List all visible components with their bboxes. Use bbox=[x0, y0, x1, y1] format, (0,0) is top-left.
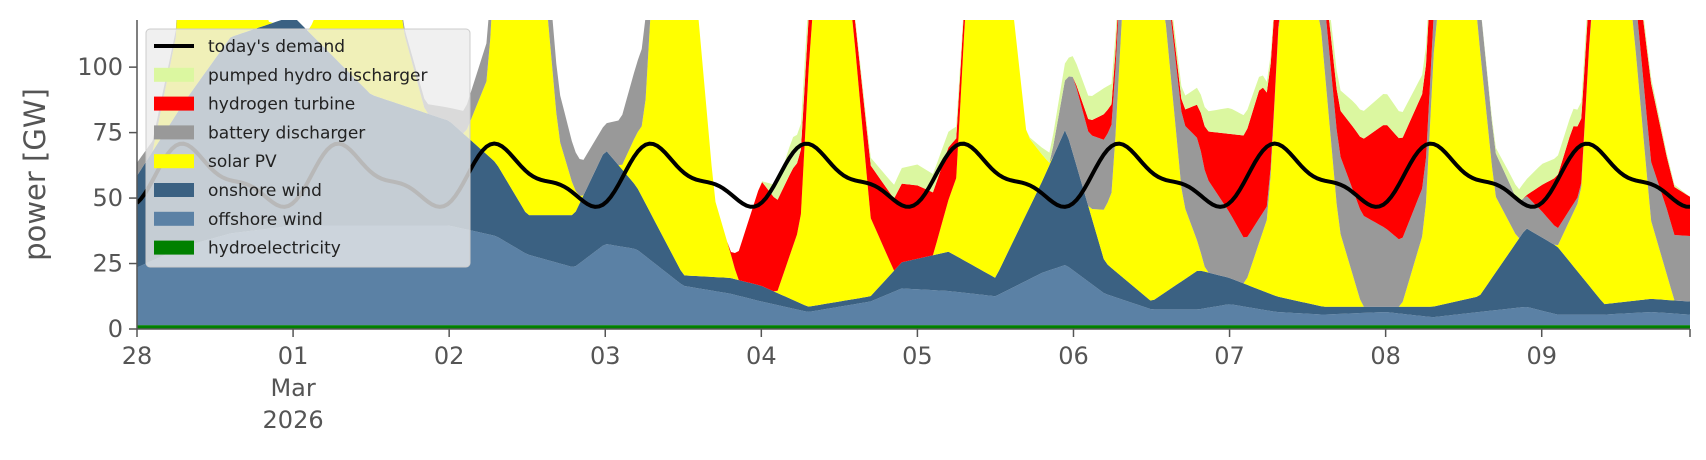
x-tick-label: 01 bbox=[278, 342, 309, 370]
x-tick-label: 03 bbox=[590, 342, 621, 370]
legend-swatch bbox=[154, 96, 194, 111]
area-offshore-wind bbox=[137, 225, 1690, 326]
legend-label: today's demand bbox=[208, 37, 345, 57]
x-tick-label: 28 bbox=[122, 342, 153, 370]
y-tick-label: 0 bbox=[108, 315, 123, 343]
x-tick-year-label: 2026 bbox=[263, 406, 324, 434]
legend-label: solar PV bbox=[208, 152, 277, 172]
y-tick-label: 50 bbox=[92, 184, 123, 212]
x-tick-label: 09 bbox=[1526, 342, 1557, 370]
legend-swatch bbox=[154, 211, 194, 226]
stacked-areas bbox=[137, 20, 1690, 329]
legend-swatch bbox=[154, 183, 194, 197]
legend-swatch bbox=[154, 154, 194, 169]
y-tick-label: 100 bbox=[77, 53, 123, 81]
area-hydrogen-turbine bbox=[137, 20, 1690, 292]
x-tick-label: 05 bbox=[902, 342, 933, 370]
area-solar-pv bbox=[137, 20, 1690, 307]
legend-label: hydrogen turbine bbox=[208, 95, 355, 115]
x-tick-month-label: Mar bbox=[270, 374, 315, 402]
legend-label: pumped hydro discharger bbox=[208, 66, 427, 86]
legend-swatch bbox=[154, 240, 194, 255]
y-axis-label: power [GW] bbox=[18, 88, 52, 261]
area-hydroelectricity bbox=[137, 325, 1690, 329]
area-onshore-wind bbox=[137, 20, 1690, 318]
legend-label: hydroelectricity bbox=[208, 239, 341, 259]
legend: today's demand pumped hydro discharger hyd… bbox=[145, 28, 471, 268]
axes: 0 25 50 75 100 28 01 Mar 2026 02 03 04 05 06 07 08 09 pow… bbox=[18, 20, 1691, 434]
y-tick-label: 25 bbox=[92, 250, 123, 278]
x-tick-label: 02 bbox=[434, 342, 465, 370]
legend-label: offshore wind bbox=[208, 210, 323, 230]
x-tick-label: 04 bbox=[746, 342, 777, 370]
x-tick-label: 06 bbox=[1058, 342, 1089, 370]
legend-swatch bbox=[154, 67, 194, 82]
legend-label: battery discharger bbox=[208, 123, 365, 143]
legend-label: onshore wind bbox=[208, 181, 322, 201]
x-tick-label: 07 bbox=[1214, 342, 1245, 370]
y-tick-label: 75 bbox=[92, 119, 123, 147]
x-tick-label: 08 bbox=[1370, 342, 1401, 370]
legend-box bbox=[145, 28, 471, 268]
legend-swatch bbox=[154, 125, 194, 140]
